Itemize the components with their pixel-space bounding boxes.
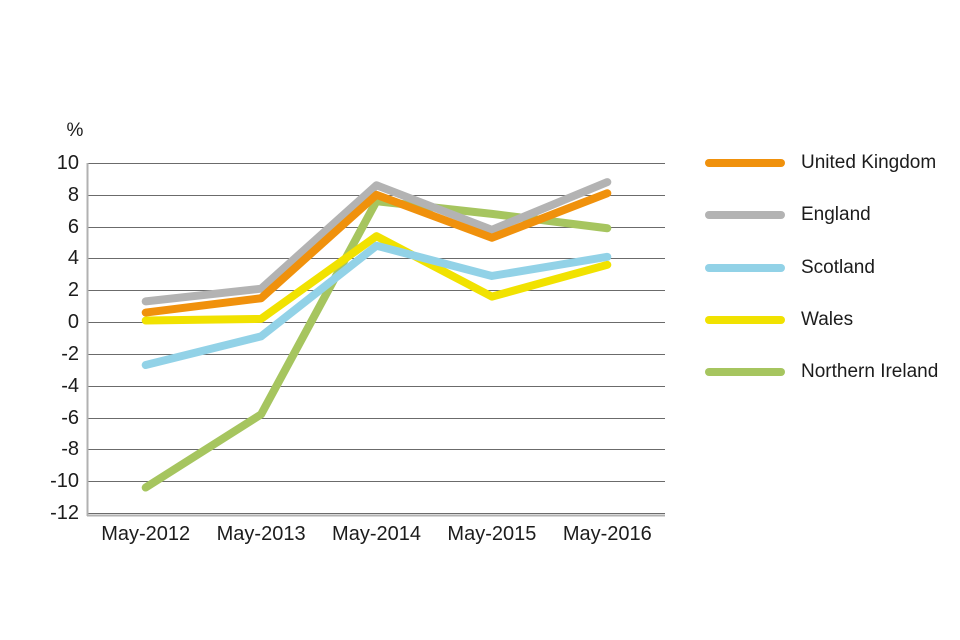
series-line-scotland (141, 241, 612, 370)
legend-label: Northern Ireland (801, 361, 939, 382)
series-line-england (141, 178, 612, 306)
legend-swatch-scotland (705, 264, 785, 272)
legend-label: England (801, 204, 871, 225)
y-tick-label: 2 (67, 279, 79, 301)
y-tick-label: -2 (61, 343, 79, 365)
legend-swatch-wales (705, 316, 785, 324)
series-line-united-kingdom (141, 189, 612, 317)
y-tick-label: -10 (50, 470, 79, 492)
y-axis-unit-label: % (66, 120, 84, 141)
y-tick-label: 4 (67, 247, 79, 269)
legend-swatch-england (705, 211, 785, 219)
legend-item-northern-ireland: Northern Ireland (705, 360, 938, 384)
y-tick-label: -8 (61, 438, 79, 460)
x-tick-label-may-2016: May-2016 (562, 523, 652, 545)
legend-label: United Kingdom (801, 152, 937, 173)
y-tick-label: -12 (50, 502, 79, 524)
x-tick-label-may-2013: May-2013 (216, 523, 306, 545)
legend-item-united-kingdom: United Kingdom (705, 151, 936, 175)
x-tick-label-may-2012: May-2012 (101, 523, 191, 545)
y-tick-label: -4 (61, 375, 79, 397)
series-line-wales (141, 232, 612, 325)
y-tick-label: 8 (67, 184, 79, 206)
y-tick-label: 6 (67, 216, 79, 238)
y-tick-label: 0 (67, 311, 79, 333)
legend-item-wales: Wales (705, 308, 853, 332)
legend-item-england: England (705, 203, 871, 227)
y-tick-label: -6 (61, 407, 79, 429)
legend-label: Scotland (801, 257, 875, 278)
legend-item-scotland: Scotland (705, 256, 875, 280)
y-tick-label: 10 (56, 152, 79, 174)
x-tick-label-may-2015: May-2015 (447, 523, 537, 545)
legend-swatch-northern-ireland (705, 368, 785, 376)
x-tick-label-may-2014: May-2014 (332, 523, 421, 545)
legend-label: Wales (801, 309, 854, 330)
legend-swatch-united-kingdom (705, 159, 785, 167)
